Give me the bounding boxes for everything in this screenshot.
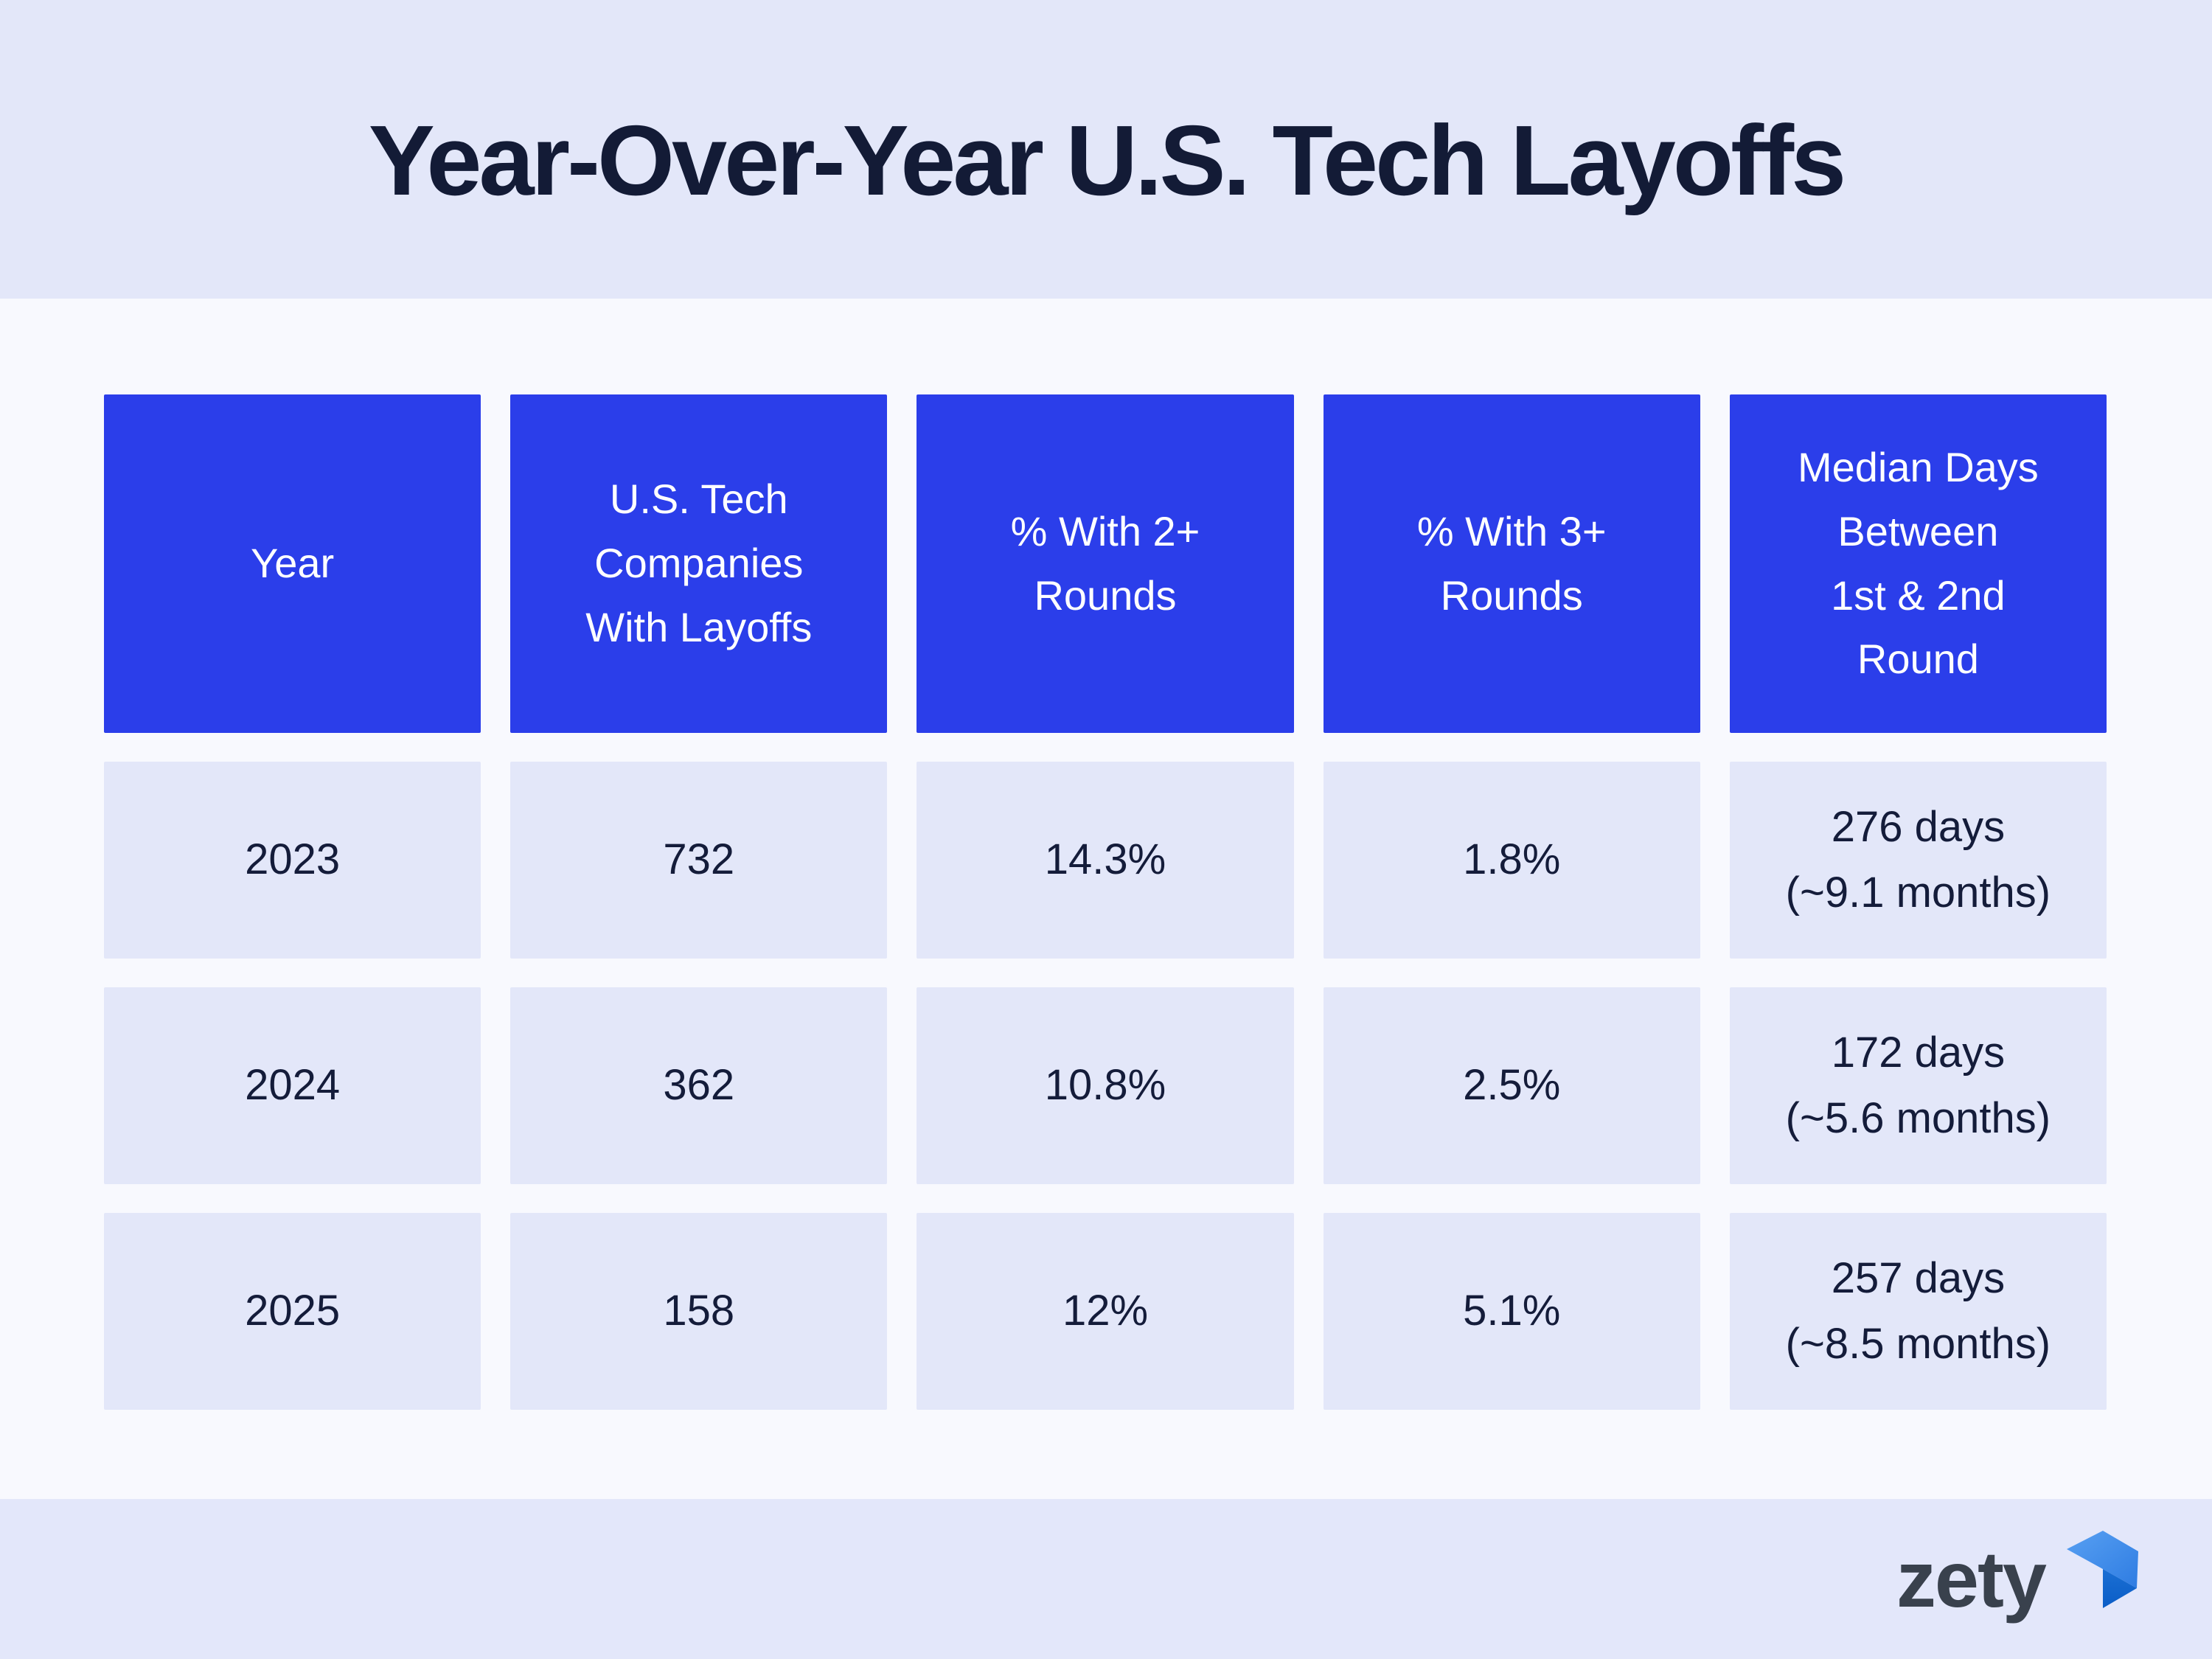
zety-logo: zety [1896, 1530, 2138, 1624]
table-cell: 362 [510, 987, 888, 1184]
footer-band: zety [0, 1499, 2212, 1659]
table-cell: 10.8% [917, 987, 1294, 1184]
header-cell-pct2-rounds: % With 2+ Rounds [917, 394, 1294, 733]
table-cell: 5.1% [1323, 1213, 1700, 1410]
page-title: Year-Over-Year U.S. Tech Layoffs [368, 105, 1846, 216]
title-band: Year-Over-Year U.S. Tech Layoffs [0, 0, 2212, 299]
table-cell: 172 days (~5.6 months) [1729, 987, 2107, 1184]
table-cell: 2024 [104, 987, 481, 1184]
table-cell: 12% [917, 1213, 1294, 1410]
table-cell: 276 days (~9.1 months) [1729, 762, 2107, 959]
table-cell: 158 [510, 1213, 888, 1410]
zety-arrow-icon [2067, 1530, 2138, 1608]
table-cell: 1.8% [1323, 762, 1700, 959]
header-cell-pct3-rounds: % With 3+ Rounds [1323, 394, 1700, 733]
table-cell: 2.5% [1323, 987, 1700, 1184]
table-cell: 732 [510, 762, 888, 959]
table-cell: 14.3% [917, 762, 1294, 959]
header-cell-year: Year [104, 394, 481, 733]
header-cell-median-days: Median Days Between 1st & 2nd Round [1729, 394, 2107, 733]
layoffs-table: Year U.S. Tech Companies With Layoffs % … [104, 394, 2107, 1410]
table-cell: 2025 [104, 1213, 481, 1410]
table-cell: 2023 [104, 762, 481, 959]
header-cell-companies: U.S. Tech Companies With Layoffs [510, 394, 888, 733]
table-cell: 257 days (~8.5 months) [1729, 1213, 2107, 1410]
table-area: Year U.S. Tech Companies With Layoffs % … [0, 299, 2212, 1499]
zety-wordmark: zety [1896, 1534, 2047, 1624]
